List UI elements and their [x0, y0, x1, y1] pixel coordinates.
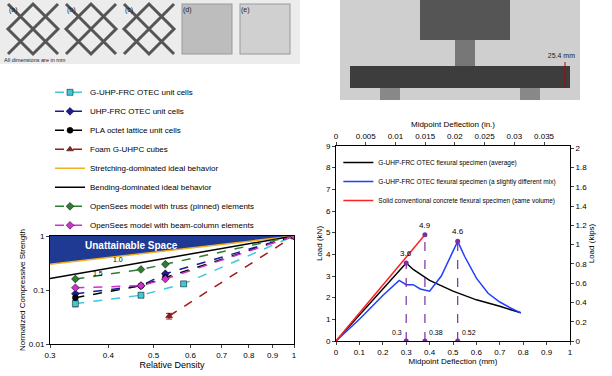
svg-text:2: 2 [326, 293, 331, 302]
svg-text:0.9: 0.9 [267, 351, 279, 360]
svg-text:G-UHP-FRC OTEC unit cells: G-UHP-FRC OTEC unit cells [90, 88, 193, 97]
svg-text:Stretching-dominated ideal beh: Stretching-dominated ideal behavior [90, 164, 218, 173]
svg-text:6: 6 [326, 207, 331, 216]
svg-text:0.4: 0.4 [424, 348, 436, 357]
svg-text:0.01: 0.01 [388, 132, 404, 141]
svg-text:(a): (a) [9, 6, 18, 14]
svg-text:0.9: 0.9 [541, 348, 553, 357]
svg-text:1: 1 [292, 351, 297, 360]
svg-text:3.6: 3.6 [400, 249, 412, 258]
svg-text:0.005: 0.005 [356, 132, 377, 141]
svg-text:0.015: 0.015 [415, 132, 436, 141]
svg-text:0.4: 0.4 [103, 351, 115, 360]
svg-text:0.01: 0.01 [29, 340, 45, 349]
svg-text:4.9: 4.9 [419, 221, 431, 230]
svg-text:0: 0 [326, 337, 331, 346]
svg-text:Midpoint Deflection (mm): Midpoint Deflection (mm) [409, 357, 498, 366]
svg-text:Midpoint Deflection (in.): Midpoint Deflection (in.) [411, 120, 495, 129]
svg-text:0.3: 0.3 [401, 348, 413, 357]
svg-text:0: 0 [334, 132, 339, 141]
svg-text:(d): (d) [183, 6, 192, 14]
svg-text:1: 1 [40, 232, 45, 241]
svg-text:1.0: 1.0 [113, 256, 123, 263]
svg-text:Relative Density: Relative Density [139, 360, 205, 370]
svg-text:5: 5 [326, 228, 331, 237]
svg-text:0.8: 0.8 [518, 348, 530, 357]
svg-text:9: 9 [326, 142, 331, 151]
svg-text:0.035: 0.035 [534, 132, 555, 141]
svg-text:0.4: 0.4 [576, 298, 588, 307]
svg-text:0.6: 0.6 [471, 348, 483, 357]
svg-text:4.6: 4.6 [452, 227, 464, 236]
svg-text:0.025: 0.025 [475, 132, 496, 141]
svg-text:(c): (c) [125, 6, 133, 14]
svg-text:7: 7 [326, 185, 331, 194]
svg-text:PLA octet lattice unit cells: PLA octet lattice unit cells [90, 126, 181, 135]
svg-text:UHP-FRC OTEC unit cells: UHP-FRC OTEC unit cells [90, 107, 184, 116]
svg-text:0.52: 0.52 [462, 329, 476, 336]
svg-text:0.2: 0.2 [377, 348, 389, 357]
svg-text:1.8: 1.8 [576, 163, 588, 172]
svg-text:(b): (b) [67, 6, 76, 14]
svg-text:0.1: 0.1 [354, 348, 366, 357]
svg-text:OpenSees model with beam-colum: OpenSees model with beam-column elements [90, 221, 254, 230]
svg-text:All dimensions are in mm: All dimensions are in mm [4, 57, 66, 63]
svg-text:0.7: 0.7 [494, 348, 506, 357]
svg-text:1.6: 1.6 [576, 183, 588, 192]
svg-text:25.4 mm: 25.4 mm [548, 52, 575, 59]
svg-text:0.8: 0.8 [576, 260, 588, 269]
svg-text:Load (kN): Load (kN) [315, 226, 324, 261]
svg-text:0: 0 [576, 337, 581, 346]
svg-text:1.2: 1.2 [576, 221, 588, 230]
svg-text:1.5: 1.5 [93, 270, 103, 277]
svg-text:3: 3 [326, 272, 331, 281]
svg-text:Foam G-UHPC cubes: Foam G-UHPC cubes [90, 145, 168, 154]
svg-text:0.6: 0.6 [576, 279, 588, 288]
svg-text:2: 2 [576, 144, 581, 153]
svg-text:0.3: 0.3 [44, 351, 56, 360]
svg-text:0.8: 0.8 [243, 351, 255, 360]
svg-text:Solid conventional concrete fl: Solid conventional concrete flexural spe… [378, 197, 555, 205]
svg-text:1.4: 1.4 [576, 202, 588, 211]
svg-text:0.2: 0.2 [576, 318, 588, 327]
svg-text:Bending-dominated ideal behavi: Bending-dominated ideal behavior [90, 183, 212, 192]
svg-text:G-UHP-FRC OTEC flexural specim: G-UHP-FRC OTEC flexural specimen (averag… [378, 159, 516, 167]
svg-text:Load (kips): Load (kips) [587, 223, 596, 263]
svg-text:0.02: 0.02 [447, 132, 463, 141]
svg-text:0.5: 0.5 [447, 348, 459, 357]
svg-text:0.03: 0.03 [507, 132, 523, 141]
svg-text:(e): (e) [241, 6, 250, 14]
svg-text:1: 1 [576, 240, 581, 249]
svg-text:0.3: 0.3 [392, 329, 402, 336]
svg-text:0.6: 0.6 [185, 351, 197, 360]
svg-text:1: 1 [568, 348, 573, 357]
svg-text:Unattainable Space: Unattainable Space [85, 240, 178, 251]
svg-text:0.5: 0.5 [148, 351, 160, 360]
svg-text:1: 1 [326, 315, 331, 324]
svg-text:0.1: 0.1 [33, 286, 45, 295]
svg-text:G-UHP-FRC OTEC flexural specim: G-UHP-FRC OTEC flexural specimen (a slig… [378, 178, 555, 186]
svg-text:4: 4 [326, 250, 331, 259]
svg-text:0.38: 0.38 [429, 329, 443, 336]
svg-text:OpenSees model with truss (pin: OpenSees model with truss (pinned) eleme… [90, 202, 254, 211]
svg-text:Normalized Compressive Strengt: Normalized Compressive Strength [18, 229, 27, 351]
svg-text:0: 0 [334, 348, 339, 357]
svg-text:0.7: 0.7 [216, 351, 228, 360]
svg-text:8: 8 [326, 163, 331, 172]
